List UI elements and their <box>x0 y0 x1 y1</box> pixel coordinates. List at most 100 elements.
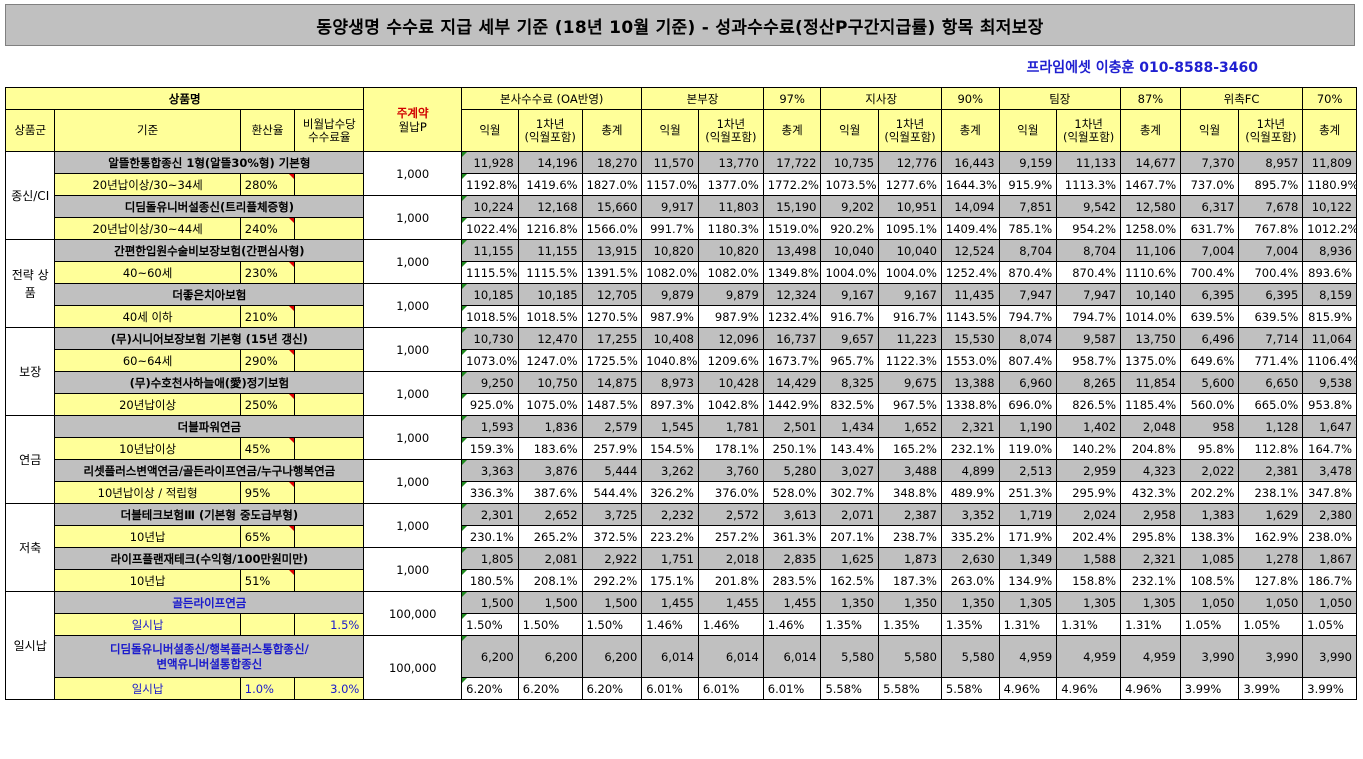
commission-rate: 238.1% <box>1238 481 1304 504</box>
commission-rate: 208.1% <box>517 569 583 592</box>
commission-amount: 1,625 <box>820 547 880 570</box>
commission-rate: 700.4% <box>1238 261 1304 284</box>
commission-rate: 1.05% <box>1302 613 1357 636</box>
header-year1-line-2: (익월포함) <box>1245 129 1297 144</box>
commission-rate: 1.46% <box>762 613 822 636</box>
commission-amount: 1,305 <box>1056 591 1122 614</box>
commission-rate: 1082.0% <box>641 261 699 284</box>
commission-rate: 920.2% <box>820 217 880 240</box>
commission-rate: 5.58% <box>878 677 942 700</box>
commission-amount: 1,500 <box>517 591 583 614</box>
commission-amount: 1,647 <box>1302 415 1357 438</box>
commission-amount: 17,255 <box>581 327 643 350</box>
conversion-rate: 51% <box>239 569 296 592</box>
monthly-premium: 100,000 <box>363 591 463 636</box>
non-monthly-rate <box>294 437 365 460</box>
basis: 10년납이상 <box>54 437 241 460</box>
commission-amount: 12,776 <box>878 151 942 174</box>
commission-rate: 987.9% <box>697 305 764 328</box>
monthly-premium: 1,000 <box>363 327 463 372</box>
commission-rate: 1216.8% <box>517 217 583 240</box>
commission-rate: 162.5% <box>820 569 880 592</box>
commission-rate: 794.7% <box>998 305 1058 328</box>
commission-rate: 700.4% <box>1179 261 1240 284</box>
conversion-rate: 240% <box>239 217 296 240</box>
commission-amount: 10,820 <box>697 239 764 262</box>
commission-amount: 10,730 <box>461 327 519 350</box>
commission-amount: 1,085 <box>1179 547 1240 570</box>
header-total: 총계 <box>1120 109 1181 152</box>
commission-amount: 2,501 <box>762 415 822 438</box>
commission-amount: 3,352 <box>940 503 1000 526</box>
commission-amount: 2,958 <box>1120 503 1181 526</box>
basis: 20년납이상/30~44세 <box>54 217 241 240</box>
commission-amount: 3,990 <box>1179 635 1240 678</box>
commission-rate: 1277.6% <box>878 173 942 196</box>
header-year1-line-1: 1차년 <box>895 116 925 131</box>
commission-rate: 785.1% <box>998 217 1058 240</box>
commission-rate: 1018.5% <box>461 305 519 328</box>
commission-rate: 164.7% <box>1302 437 1357 460</box>
header-premium: 주계약 월납P <box>363 87 463 152</box>
commission-rate: 916.7% <box>878 305 942 328</box>
commission-amount: 2,572 <box>697 503 764 526</box>
conversion-rate: 290% <box>239 349 296 372</box>
commission-amount: 11,570 <box>641 151 699 174</box>
commission-rate: 263.0% <box>940 569 1000 592</box>
commission-rate: 1143.5% <box>940 305 1000 328</box>
commission-amount: 6,200 <box>517 635 583 678</box>
basis: 10년납이상 / 적립형 <box>54 481 241 504</box>
product-name: (무)시니어보장보험 기본형 (15년 갱신) <box>54 327 365 350</box>
commission-amount: 3,990 <box>1302 635 1357 678</box>
header-year1-line-2: (익월포함) <box>705 129 757 144</box>
commission-amount: 10,140 <box>1120 283 1181 306</box>
commission-amount: 12,168 <box>517 195 583 218</box>
commission-amount: 2,024 <box>1056 503 1122 526</box>
commission-rate: 1073.5% <box>820 173 880 196</box>
commission-rate: 870.4% <box>998 261 1058 284</box>
commission-rate: 119.0% <box>998 437 1058 460</box>
commission-rate: 639.5% <box>1238 305 1304 328</box>
commission-amount: 958 <box>1179 415 1240 438</box>
product-name: 더블테크보험Ⅲ (기본형 중도급부형) <box>54 503 365 526</box>
basis: 60~64세 <box>54 349 241 372</box>
header-nonmonthly-line-2: 수수료율 <box>308 129 351 144</box>
commission-rate: 1338.8% <box>940 393 1000 416</box>
commission-amount: 7,714 <box>1238 327 1304 350</box>
commission-rate: 954.2% <box>1056 217 1122 240</box>
commission-amount: 5,280 <box>762 459 822 482</box>
commission-amount: 9,167 <box>820 283 880 306</box>
header-fc: 위촉FC <box>1179 87 1304 110</box>
commission-amount: 5,580 <box>940 635 1000 678</box>
commission-amount: 13,915 <box>581 239 643 262</box>
non-monthly-rate <box>294 305 365 328</box>
commission-rate: 95.8% <box>1179 437 1240 460</box>
commission-amount: 18,270 <box>581 151 643 174</box>
commission-rate: 6.01% <box>762 677 822 700</box>
commission-amount: 9,250 <box>461 371 519 394</box>
header-year1-line-1: 1차년 <box>716 116 746 131</box>
header-year1-line-2: (익월포함) <box>884 129 936 144</box>
commission-amount: 12,524 <box>940 239 1000 262</box>
commission-amount: 11,803 <box>697 195 764 218</box>
commission-amount: 1,545 <box>641 415 699 438</box>
commission-amount: 2,321 <box>940 415 1000 438</box>
commission-amount: 6,014 <box>762 635 822 678</box>
conversion-rate: 230% <box>239 261 296 284</box>
commission-rate: 1115.5% <box>461 261 519 284</box>
commission-amount: 10,185 <box>461 283 519 306</box>
commission-rate: 159.3% <box>461 437 519 460</box>
header-year1-line-1: 1차년 <box>1074 116 1103 131</box>
commission-amount: 8,159 <box>1302 283 1357 306</box>
commission-amount: 2,579 <box>581 415 643 438</box>
commission-amount: 1,588 <box>1056 547 1122 570</box>
commission-amount: 2,071 <box>820 503 880 526</box>
commission-rate: 967.5% <box>878 393 942 416</box>
conversion-rate: 1.0% <box>239 677 296 700</box>
commission-amount: 14,196 <box>517 151 583 174</box>
commission-rate: 1.50% <box>461 613 519 636</box>
commission-amount: 1,278 <box>1238 547 1304 570</box>
commission-amount: 10,122 <box>1302 195 1357 218</box>
header-total: 총계 <box>940 109 1000 152</box>
commission-amount: 9,657 <box>820 327 880 350</box>
